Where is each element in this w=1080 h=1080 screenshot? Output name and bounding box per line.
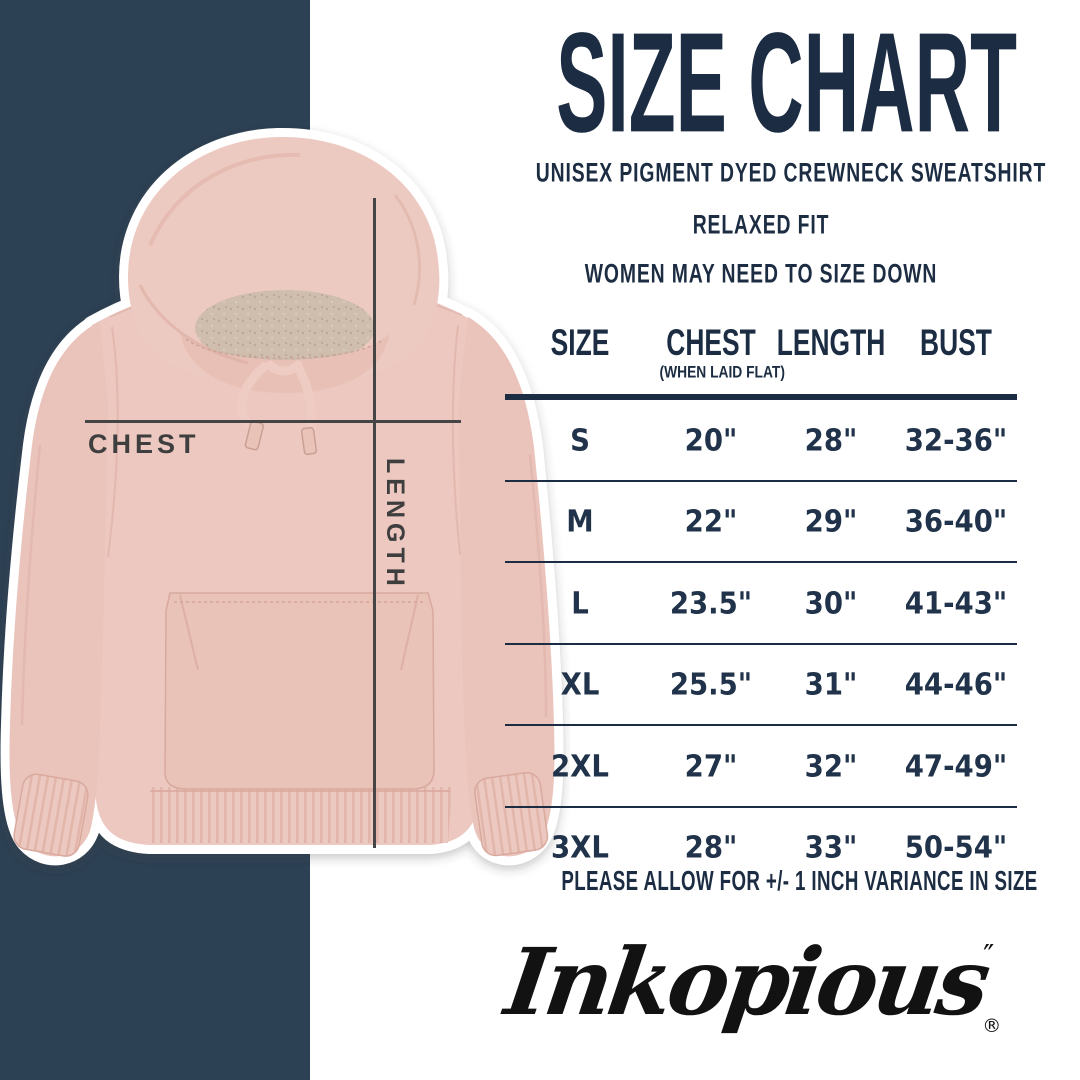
bust-cell: 32-36" xyxy=(904,421,1008,458)
size-chart-panel: SIZE CHART UNISEX PIGMENT DYED CREWNECK … xyxy=(499,0,1047,1080)
column-header-size: SIZE xyxy=(550,323,610,364)
hoodie-hem-band xyxy=(148,787,452,843)
size-cell: 2XL xyxy=(551,747,609,784)
length-measure-label: LENGTH xyxy=(381,458,409,591)
size-table-header: SIZE CHEST (WHEN LAID FLAT) LENGTH BUST xyxy=(505,323,1017,384)
chest-cell: 23.5" xyxy=(669,584,753,621)
length-measure-line xyxy=(373,198,376,848)
chest-cell: 27" xyxy=(684,747,738,784)
column-header-length: LENGTH xyxy=(776,323,886,364)
brand-logo: Inkopious″ ® xyxy=(499,912,1017,1052)
table-header-rule xyxy=(505,394,1017,400)
chest-measure-line xyxy=(85,420,461,423)
bust-cell: 41-43" xyxy=(904,584,1008,621)
table-row-xl: XL 25.5" 31" 44-46" xyxy=(505,645,1017,726)
fit-note: RELAXED FIT xyxy=(692,209,830,240)
chest-cell: 20" xyxy=(684,421,738,458)
column-header-bust: BUST xyxy=(920,323,992,364)
chest-cell: 22" xyxy=(684,503,738,540)
brand-logo-text: Inkopious xyxy=(499,928,993,1036)
product-subtitle: UNISEX PIGMENT DYED CREWNECK SWEATSHIRT xyxy=(535,157,1047,188)
chest-cell: 25.5" xyxy=(669,666,753,703)
hood-lining xyxy=(195,290,375,366)
chest-measure-label: CHEST xyxy=(88,429,200,459)
hoodie-hood xyxy=(128,136,440,456)
chest-cell: 28" xyxy=(684,829,738,866)
brand-logo-flourish: ″ xyxy=(983,939,995,974)
length-cell: 33" xyxy=(804,829,858,866)
page-title: SIZE CHART xyxy=(556,4,1017,163)
hoodie-left-cuff xyxy=(13,773,89,857)
table-row-s: S 20" 28" 32-36" xyxy=(505,400,1017,482)
length-cell: 32" xyxy=(804,747,858,784)
size-cell: 3XL xyxy=(551,829,609,866)
size-cell: XL xyxy=(560,666,600,703)
column-header-chest-subnote: (WHEN LAID FLAT) xyxy=(659,363,785,382)
hoodie-pocket xyxy=(164,592,435,790)
length-cell: 31" xyxy=(804,666,858,703)
hoodie-product-photo xyxy=(0,127,564,866)
table-row-2xl: 2XL 27" 32" 47-49" xyxy=(505,726,1017,808)
registered-trademark-icon: ® xyxy=(982,1015,1002,1037)
sizing-note: WOMEN MAY NEED TO SIZE DOWN xyxy=(584,258,938,289)
table-row-3xl: 3XL 28" 33" 50-54" xyxy=(505,808,1017,888)
column-header-chest: CHEST xyxy=(666,323,756,364)
size-table: SIZE CHEST (WHEN LAID FLAT) LENGTH BUST … xyxy=(505,323,1017,888)
table-row-m: M 22" 29" 36-40" xyxy=(505,482,1017,563)
bust-cell: 36-40" xyxy=(904,503,1008,540)
length-cell: 29" xyxy=(804,503,858,540)
hood-collar xyxy=(180,333,390,393)
size-cell: L xyxy=(571,584,589,621)
table-row-l: L 23.5" 30" 41-43" xyxy=(505,563,1017,645)
variance-note: PLEASE ALLOW FOR +/- 1 INCH VARIANCE IN … xyxy=(561,866,1038,898)
length-cell: 28" xyxy=(804,421,858,458)
bust-cell: 50-54" xyxy=(904,829,1008,866)
size-cell: S xyxy=(570,421,590,458)
bust-cell: 44-46" xyxy=(904,666,1008,703)
length-cell: 30" xyxy=(804,584,858,621)
bust-cell: 47-49" xyxy=(904,747,1008,784)
hoodie-right-cuff xyxy=(474,771,549,857)
hoodie-left-sleeve xyxy=(9,321,108,857)
hoodie-right-sleeve xyxy=(458,317,555,857)
size-cell: M xyxy=(566,503,594,540)
